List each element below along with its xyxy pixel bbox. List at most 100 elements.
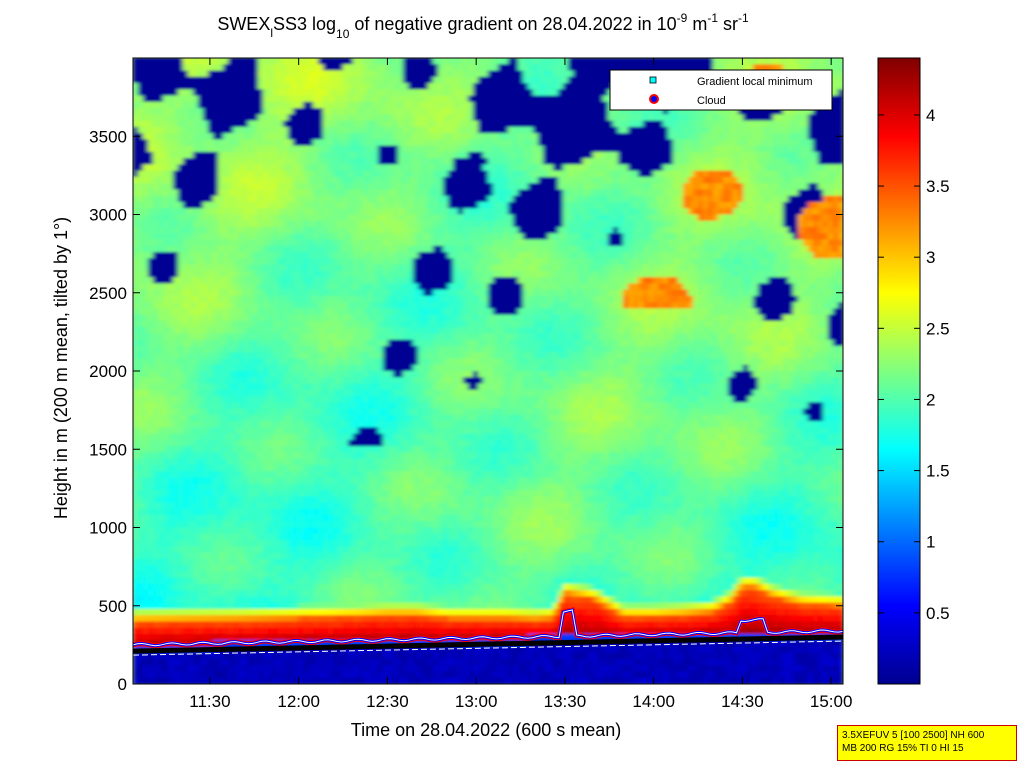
heatmap-cell xyxy=(213,308,219,316)
heatmap-cell xyxy=(143,201,149,209)
heatmap-cell xyxy=(143,627,149,635)
heatmap-cell xyxy=(258,446,264,453)
heatmap-cell xyxy=(183,327,189,335)
heatmap-cell xyxy=(138,277,144,284)
heatmap-cell xyxy=(203,264,209,272)
heatmap-cell xyxy=(133,383,139,391)
heatmap-cell xyxy=(178,464,184,472)
heatmap-cell xyxy=(243,458,249,466)
heatmap-cell xyxy=(143,214,149,222)
heatmap-cell xyxy=(253,352,259,360)
heatmap-cell xyxy=(203,164,209,172)
heatmap-cell xyxy=(268,195,274,203)
heatmap-cell xyxy=(143,658,149,666)
heatmap-cell xyxy=(138,58,144,65)
heatmap-cell xyxy=(203,377,209,385)
heatmap-cell xyxy=(163,583,169,591)
heatmap-cell xyxy=(193,333,199,341)
heatmap-cell xyxy=(168,195,174,203)
heatmap-cell xyxy=(343,665,349,673)
heatmap-cell xyxy=(328,458,334,466)
heatmap-cell xyxy=(313,389,319,397)
heatmap-cell xyxy=(178,596,184,604)
heatmap-cell xyxy=(248,239,254,247)
heatmap-cell xyxy=(173,483,179,491)
heatmap-cell xyxy=(238,433,244,441)
heatmap-cell xyxy=(283,333,289,341)
heatmap-cell xyxy=(288,371,294,378)
heatmap-cell xyxy=(353,439,359,447)
heatmap-cell xyxy=(343,502,349,510)
heatmap-cell xyxy=(328,101,334,109)
heatmap-cell xyxy=(283,170,289,178)
heatmap-cell xyxy=(263,652,269,660)
heatmap-cell xyxy=(363,571,369,579)
heatmap-cell xyxy=(328,302,334,309)
heatmap-cell xyxy=(188,295,194,303)
heatmap-cell xyxy=(358,283,364,291)
heatmap-cell xyxy=(163,408,169,416)
heatmap-cell xyxy=(218,58,224,65)
heatmap-cell xyxy=(368,483,374,491)
heatmap-cell xyxy=(338,208,344,216)
heatmap-cell xyxy=(228,108,234,115)
heatmap-cell xyxy=(258,64,264,72)
heatmap-cell xyxy=(328,233,334,241)
heatmap-cell xyxy=(153,76,159,84)
heatmap-cell xyxy=(258,258,264,266)
heatmap-cell xyxy=(358,621,364,629)
heatmap-cell xyxy=(373,264,379,272)
heatmap-cell xyxy=(173,402,179,410)
heatmap-cell xyxy=(268,552,274,560)
heatmap-cell xyxy=(233,314,239,322)
heatmap-cell xyxy=(133,565,139,572)
heatmap-cell xyxy=(248,452,254,460)
heatmap-cell xyxy=(348,652,354,660)
heatmap-cell xyxy=(188,308,194,316)
heatmap-cell xyxy=(193,345,199,353)
heatmap-cell xyxy=(293,396,299,403)
heatmap-cell xyxy=(368,189,374,197)
heatmap-cell xyxy=(198,414,204,422)
heatmap-cell xyxy=(278,615,284,622)
heatmap-cell xyxy=(198,183,204,191)
heatmap-cell xyxy=(273,602,279,610)
heatmap-cell xyxy=(298,377,304,385)
heatmap-cell xyxy=(323,371,329,378)
heatmap-cell xyxy=(293,596,299,604)
heatmap-cell xyxy=(268,114,274,122)
heatmap-cell xyxy=(338,627,344,635)
heatmap-cell xyxy=(298,333,304,341)
heatmap-cell xyxy=(183,333,189,341)
heatmap-cell xyxy=(133,170,139,178)
heatmap-cell xyxy=(373,358,379,366)
heatmap-cell xyxy=(183,452,189,460)
heatmap-cell xyxy=(193,389,199,397)
heatmap-cell xyxy=(278,596,284,604)
heatmap-cell xyxy=(263,508,269,516)
heatmap-cell xyxy=(368,158,374,166)
heatmap-cell xyxy=(298,120,304,128)
heatmap-cell xyxy=(368,477,374,485)
heatmap-cell xyxy=(353,483,359,491)
heatmap-cell xyxy=(323,665,329,673)
heatmap-cell xyxy=(138,227,144,234)
heatmap-cell xyxy=(343,508,349,516)
heatmap-cell xyxy=(298,264,304,272)
heatmap-cell xyxy=(263,483,269,491)
heatmap-cell xyxy=(253,502,259,510)
heatmap-cell xyxy=(363,433,369,441)
heatmap-cell xyxy=(203,665,209,673)
heatmap-cell xyxy=(313,602,319,610)
heatmap-cell xyxy=(278,239,284,247)
heatmap-cell xyxy=(348,358,354,366)
heatmap-cell xyxy=(278,552,284,560)
heatmap-cell xyxy=(183,283,189,291)
heatmap-cell xyxy=(238,652,244,660)
heatmap-cell xyxy=(263,571,269,579)
heatmap-cell xyxy=(313,314,319,322)
heatmap-cell xyxy=(368,76,374,84)
heatmap-cell xyxy=(233,208,239,216)
heatmap-cell xyxy=(343,458,349,466)
heatmap-cell xyxy=(268,583,274,591)
